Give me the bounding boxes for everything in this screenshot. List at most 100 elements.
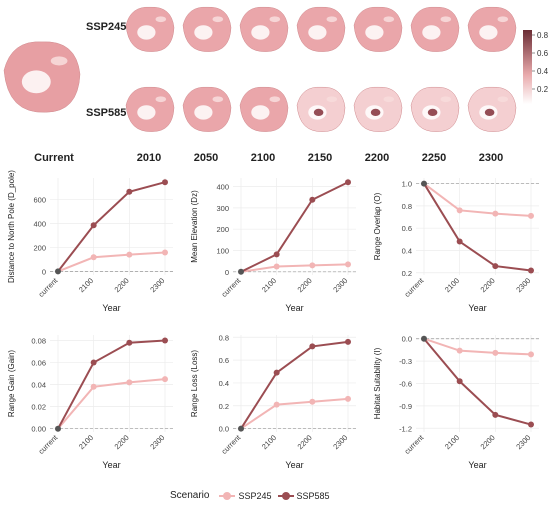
data-point-ssp245 <box>126 251 133 258</box>
series-line-ssp585 <box>423 338 532 426</box>
x-tick-label: 2100 <box>77 433 95 451</box>
y-tick-label: 0.04 <box>31 381 46 390</box>
y-tick-label: 0.06 <box>31 359 46 368</box>
series-line-ssp585 <box>423 183 532 272</box>
data-point-ssp585 <box>273 251 280 258</box>
data-point-ssp585 <box>528 421 534 428</box>
y-tick-label: 0.02 <box>31 403 46 412</box>
x-tick-label: 2100 <box>260 276 278 294</box>
x-tick-label: current <box>403 275 427 299</box>
y-axis-label: Habitat Suitability (I) <box>373 347 382 419</box>
origin-point <box>238 268 244 275</box>
x-tick-label: 2200 <box>113 276 131 294</box>
x-tick-label: 2300 <box>331 276 349 294</box>
x-tick-label: 2200 <box>296 276 314 294</box>
data-point-ssp245 <box>456 207 463 214</box>
colorbar-tick-label: 0.8 <box>537 31 549 40</box>
data-point-ssp245 <box>345 261 351 268</box>
x-axis-label: Year <box>285 303 303 313</box>
x-tick-label: current <box>220 275 244 299</box>
series-line-ssp245 <box>57 378 166 430</box>
column-label-current: Current <box>34 152 74 164</box>
y-tick-label: 300 <box>216 204 229 213</box>
y-tick-label: 0 <box>42 267 46 276</box>
series-line-ssp245 <box>240 397 349 430</box>
x-tick-label: current <box>220 432 244 456</box>
map-ssp245-4 <box>353 6 403 52</box>
map-ssp585-6 <box>467 86 517 132</box>
legend: Scenario SSP245 SSP585 <box>170 490 330 501</box>
x-tick-label: 2300 <box>148 276 166 294</box>
x-tick-label: 2300 <box>148 433 166 451</box>
data-point-ssp245 <box>492 349 499 356</box>
x-tick-label: current <box>403 432 427 456</box>
map-ssp245-2 <box>239 6 289 52</box>
data-point-ssp585 <box>345 338 351 345</box>
column-label-2010: 2010 <box>136 152 162 164</box>
data-point-ssp245 <box>492 210 499 217</box>
x-tick-label: 2200 <box>113 433 131 451</box>
x-tick-label: 2200 <box>479 276 497 294</box>
data-point-ssp585 <box>309 343 316 350</box>
data-point-ssp585 <box>90 222 97 229</box>
legend-swatch-ssp245 <box>219 491 236 500</box>
map-panel: 0.8 0.6 0.4 0.2 <box>3 6 549 132</box>
y-tick-label: 0.8 <box>219 333 229 342</box>
map-ssp245-6 <box>467 6 517 52</box>
series-line-ssp585 <box>57 339 166 430</box>
data-point-ssp585 <box>90 359 97 366</box>
data-point-ssp245 <box>456 347 463 354</box>
y-tick-label: 0.8 <box>402 202 412 211</box>
y-tick-label: 600 <box>33 196 46 205</box>
chart-panel-0: 0 200 400 600 current 2100 2200 2300 Year Distanc… <box>7 170 173 313</box>
data-point-ssp245 <box>528 351 534 358</box>
data-point-ssp245 <box>126 379 133 386</box>
data-point-ssp585 <box>126 188 133 195</box>
y-axis-label: Mean Elevation (Dz) <box>190 190 199 263</box>
origin-point <box>421 335 427 342</box>
data-point-ssp245 <box>273 263 280 270</box>
legend-label-ssp585: SSP585 <box>296 490 330 501</box>
colorbar-tick-label: 0.2 <box>537 85 549 94</box>
x-axis-label: Year <box>102 460 120 470</box>
map-ssp245-3 <box>296 6 346 52</box>
map-ssp585-1 <box>182 86 232 132</box>
series-line-ssp245 <box>57 251 166 273</box>
colorbar-tick-label: 0.6 <box>537 49 549 58</box>
map-ssp245-5 <box>410 6 460 52</box>
map-ssp585-5 <box>410 86 460 132</box>
data-point-ssp245 <box>162 249 168 256</box>
column-label-2200: 2200 <box>364 152 390 164</box>
y-tick-label: 0.2 <box>219 402 229 411</box>
y-tick-label: 400 <box>33 220 46 229</box>
y-tick-label: 0.4 <box>219 379 229 388</box>
data-point-ssp585 <box>309 196 316 203</box>
y-axis-label: Range Gain (Gain) <box>7 350 16 417</box>
x-tick-label: 2100 <box>260 433 278 451</box>
map-ssp585-0 <box>125 86 175 132</box>
data-point-ssp585 <box>456 378 463 385</box>
y-tick-label: -0.6 <box>399 380 412 389</box>
data-point-ssp585 <box>492 263 499 270</box>
x-axis-label: Year <box>102 303 120 313</box>
x-tick-label: 2200 <box>479 433 497 451</box>
row-label-ssp245: SSP245 <box>86 21 127 33</box>
x-tick-label: 2300 <box>331 433 349 451</box>
map-ssp585-2 <box>239 86 289 132</box>
x-axis-label: Year <box>468 460 486 470</box>
y-tick-label: -1.2 <box>399 424 412 433</box>
column-label-2300: 2300 <box>478 152 504 164</box>
y-tick-label: 0.08 <box>31 337 46 346</box>
x-tick-label: 2300 <box>514 433 532 451</box>
data-point-ssp585 <box>345 179 351 186</box>
y-tick-label: 0.2 <box>402 269 412 278</box>
y-tick-label: 1.0 <box>402 180 412 189</box>
y-tick-label: 200 <box>33 243 46 252</box>
x-tick-label: 2300 <box>514 276 532 294</box>
x-tick-label: current <box>37 432 61 456</box>
legend-label-ssp245: SSP245 <box>238 490 272 501</box>
y-tick-label: 400 <box>216 183 229 192</box>
colorbar-tick-label: 0.4 <box>537 67 549 76</box>
colorbar <box>523 30 532 104</box>
map-ssp585-3 <box>296 86 346 132</box>
